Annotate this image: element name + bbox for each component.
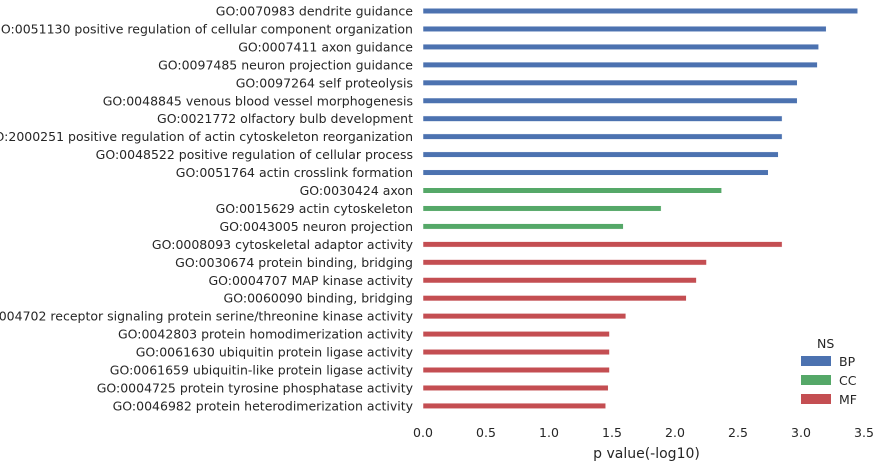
category-label: GO:0004707 MAP kinase activity	[208, 273, 413, 288]
category-label: GO:0097485 neuron projection guidance	[158, 57, 413, 72]
bar-bp	[422, 79, 798, 86]
bar-bp	[422, 115, 783, 122]
category-label: GO:0008093 cytoskeletal adaptor activity	[152, 237, 414, 252]
bar-bp	[422, 25, 827, 32]
bar-mf	[422, 277, 697, 284]
bar-cc	[422, 223, 624, 230]
x-tick-label: 1.0	[539, 425, 559, 440]
bar-bp	[422, 169, 769, 176]
x-tick-label: 3.0	[791, 425, 811, 440]
bars-group	[422, 8, 858, 409]
legend-title: NS	[817, 336, 834, 351]
category-label: GO:2000251 positive regulation of actin …	[0, 129, 413, 144]
x-tick-label: 2.5	[728, 425, 748, 440]
category-label: GO:0042803 protein homodimerization acti…	[118, 327, 414, 342]
category-label: GO:0015629 actin cytoskeleton	[216, 201, 413, 216]
bar-mf	[422, 313, 627, 320]
x-tick-label: 1.5	[602, 425, 622, 440]
category-label: GO:0051764 actin crosslink formation	[176, 165, 413, 180]
bar-mf	[422, 241, 783, 248]
category-labels-group: GO:0070983 dendrite guidance GO:0051130 p…	[0, 4, 414, 414]
category-label: GO:0030424 axon	[300, 183, 413, 198]
bar-mf	[422, 367, 610, 373]
x-tick-label: 2.0	[665, 425, 685, 440]
x-tick-label: 0.0	[413, 425, 433, 440]
category-label: GO:0061630 ubiquitin protein ligase acti…	[136, 345, 414, 360]
category-label: GO:0051130 positive regulation of cellul…	[0, 21, 413, 36]
legend-label-bp: BP	[839, 354, 856, 369]
bar-bp	[422, 151, 779, 158]
legend-label-cc: CC	[839, 373, 857, 388]
bar-bp	[422, 97, 798, 104]
bar-mf	[422, 331, 610, 338]
bar-bp	[422, 133, 783, 140]
category-label: GO:0046982 protein heterodimerization ac…	[113, 398, 414, 413]
x-ticks-group: 0.0 0.5 1.0 1.5 2.0 2.5 3.0 3.5	[413, 425, 874, 440]
legend-swatch-mf	[801, 394, 831, 404]
category-label: GO:0070983 dendrite guidance	[216, 4, 414, 19]
bar-mf	[422, 402, 606, 409]
category-label: GO:0048522 positive regulation of cellul…	[96, 147, 413, 162]
bar-bp	[422, 43, 819, 50]
legend-swatch-cc	[801, 375, 831, 385]
bar-cc	[422, 205, 662, 212]
bar-mf	[422, 295, 687, 302]
bar-bp	[422, 8, 858, 14]
category-label: GO:0061659 ubiquitin-like protein ligase…	[110, 363, 414, 378]
category-label: GO:0004725 protein tyrosine phosphatase …	[97, 380, 414, 395]
bar-mf	[422, 349, 610, 356]
bar-mf	[422, 259, 707, 266]
category-label: GO:0021772 olfactory bulb development	[157, 111, 413, 126]
legend-label-mf: MF	[839, 392, 857, 407]
legend-swatch-bp	[801, 356, 831, 366]
category-label: GO:0060090 binding, bridging	[224, 291, 413, 306]
category-label: GO:0030674 protein binding, bridging	[175, 255, 413, 270]
category-label: GO:0097264 self proteolysis	[236, 75, 413, 90]
x-axis-title: p value(-log10)	[593, 446, 700, 462]
bar-mf	[422, 384, 609, 391]
category-label: GO:0048845 venous blood vessel morphogen…	[103, 93, 413, 108]
x-tick-label: 0.5	[476, 425, 496, 440]
legend: NS BP CC MF	[801, 336, 857, 407]
category-label: GO:0004702 receptor signaling protein se…	[0, 309, 414, 324]
x-tick-label: 3.5	[854, 425, 874, 440]
category-label: GO:0043005 neuron projection	[219, 219, 413, 234]
category-label: GO:0007411 axon guidance	[238, 39, 413, 54]
bar-bp	[422, 61, 818, 68]
bar-cc	[422, 187, 722, 194]
